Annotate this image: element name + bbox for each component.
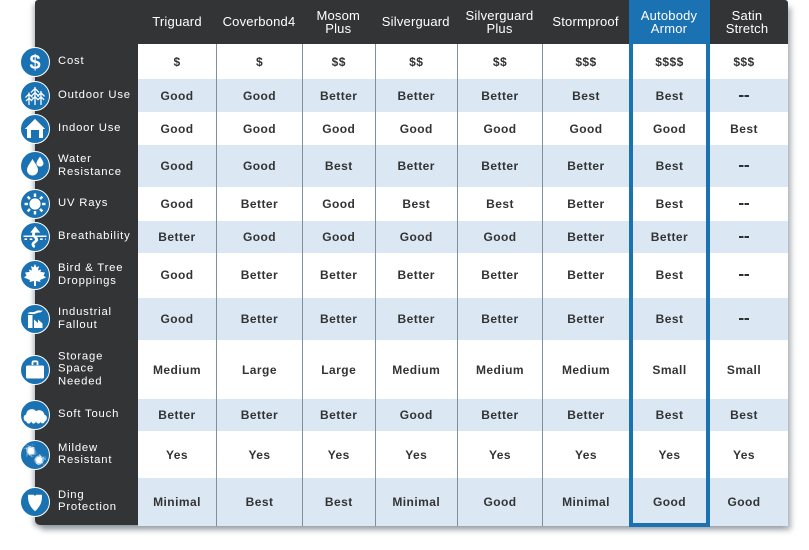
- svg-text:$: $: [29, 52, 40, 74]
